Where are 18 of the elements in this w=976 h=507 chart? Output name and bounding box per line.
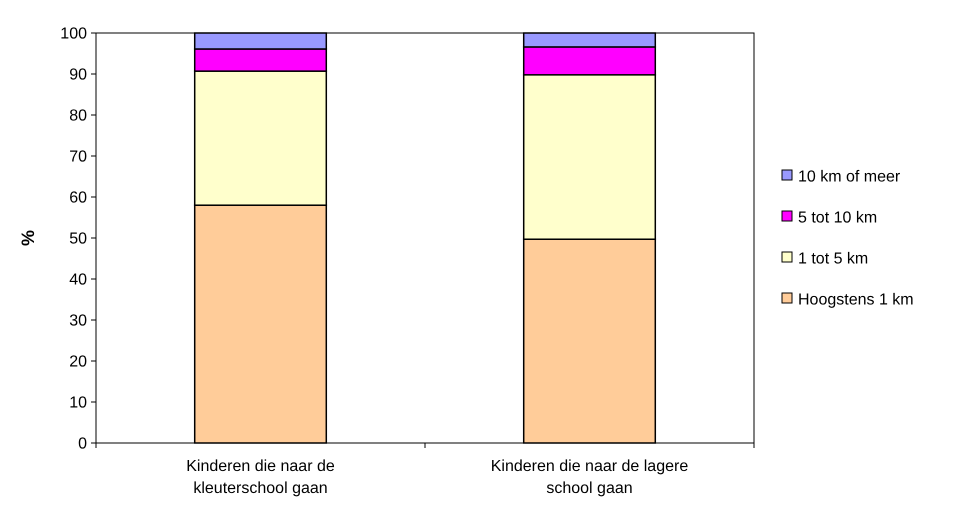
y-axis-title: % [18,230,38,246]
legend-label: 5 tot 10 km [798,210,878,227]
y-tick-label: 70 [69,148,88,166]
y-tick-label: 90 [69,66,88,84]
y-tick-label: 0 [78,436,88,453]
y-tick-label: 20 [69,354,88,371]
x-tick-label: Kinderen die naar de kleuterschool gaan [186,458,335,497]
legend-label: 1 tot 5 km [798,250,868,268]
y-tick-label: 30 [69,312,88,330]
y-tick-label: 60 [69,190,88,207]
x-tick-label: Kinderen die naar de lagere school gaan [490,458,688,497]
y-tick-label: 100 [60,26,88,43]
y-tick-label: 10 [69,394,88,412]
legend-label: 10 km of meer [798,168,901,186]
y-tick-label: 50 [69,230,88,248]
y-tick-label: 80 [69,108,88,125]
legend-label: Hoogstens 1 km [798,292,914,309]
y-tick-label: 40 [69,272,88,289]
